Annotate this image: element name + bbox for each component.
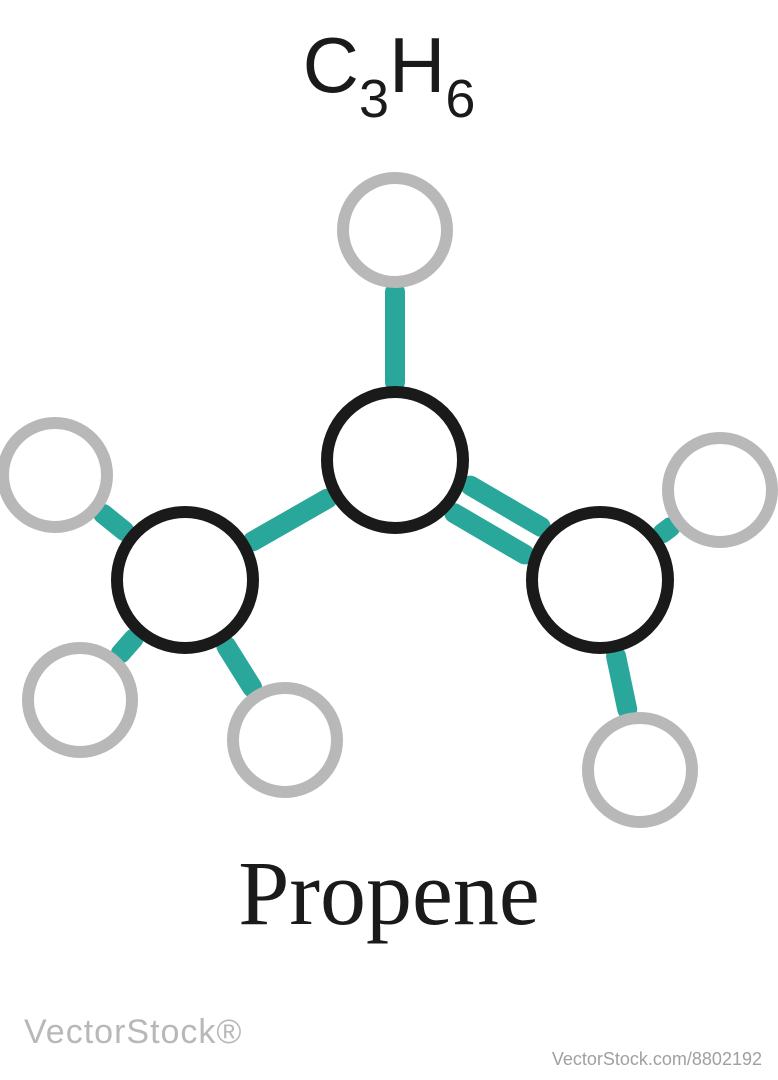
molecule-name: Propene <box>238 840 539 946</box>
formula-c: C <box>303 21 359 109</box>
hydrogen-atom <box>588 718 692 822</box>
hydrogen-atom <box>668 438 772 542</box>
carbon-atom <box>327 392 463 528</box>
carbon-atom <box>117 512 253 648</box>
molecular-formula: C3H6 <box>303 20 476 122</box>
carbon-atom <box>532 512 668 648</box>
hydrogen-atom <box>3 423 107 527</box>
image-id-text: VectorStock.com/8802192 <box>552 1049 762 1070</box>
formula-h: H <box>389 21 445 109</box>
hydrogen-atom <box>343 178 447 282</box>
molecule-diagram <box>0 120 778 840</box>
watermark-text: VectorStock® <box>24 1013 242 1052</box>
hydrogen-atom <box>28 648 132 752</box>
hydrogen-atom <box>233 688 337 792</box>
